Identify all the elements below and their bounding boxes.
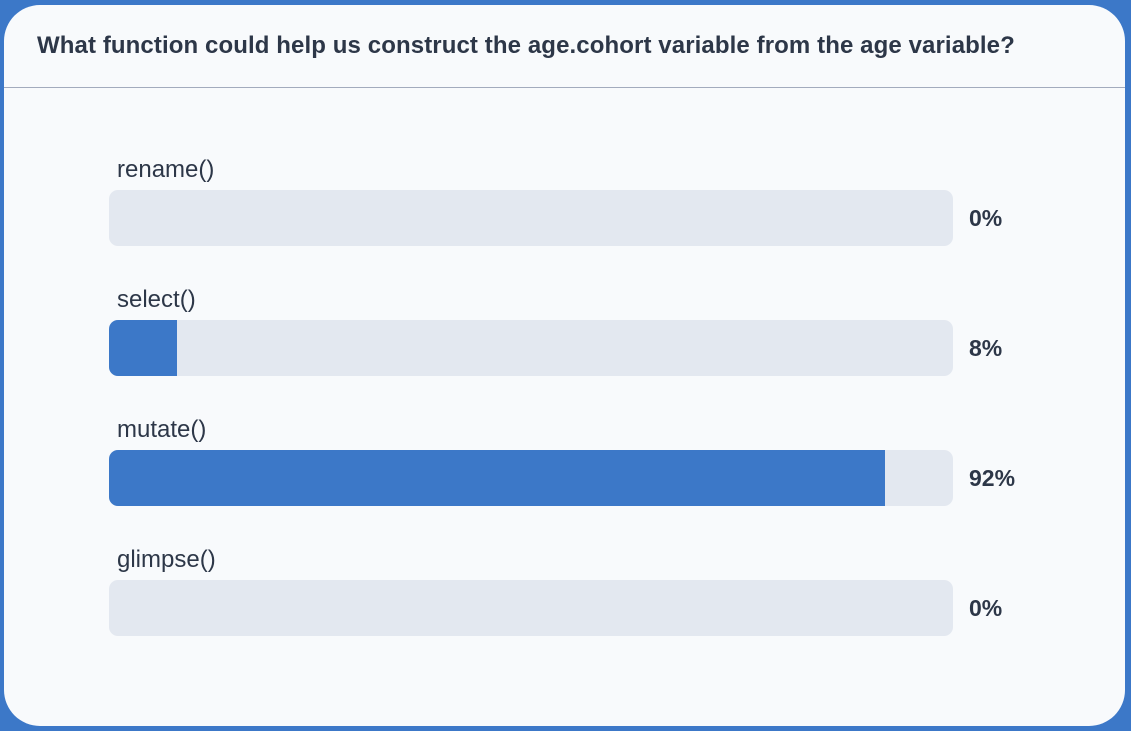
percent-label-mutate: 92%: [969, 465, 1016, 491]
results-bar-chart: rename() 0% select() 8% mutate() 92% gli…: [109, 155, 1069, 675]
option-select: select() 8%: [109, 285, 1069, 415]
percent-label-glimpse: 0%: [969, 595, 1003, 621]
poll-results-card: What function could help us construct th…: [4, 5, 1125, 726]
percent-label-rename: 0%: [969, 205, 1003, 231]
option-rename: rename() 0%: [109, 155, 1069, 285]
percent-label-select: 8%: [969, 335, 1003, 361]
question-header: What function could help us construct th…: [4, 5, 1125, 88]
bar-track-rename: [109, 190, 953, 246]
bar-track-glimpse: [109, 580, 953, 636]
option-glimpse: glimpse() 0%: [109, 545, 1069, 675]
option-label-rename: rename(): [117, 156, 215, 183]
bar-track-select: [109, 320, 953, 376]
bar-fill-mutate: [109, 450, 886, 506]
bar-fill-select: [109, 320, 177, 376]
option-mutate: mutate() 92%: [109, 415, 1069, 545]
option-label-select: select(): [117, 286, 196, 313]
question-title: What function could help us construct th…: [37, 32, 1015, 59]
option-label-glimpse: glimpse(): [117, 546, 216, 573]
option-label-mutate: mutate(): [117, 416, 207, 443]
bar-track-mutate: [109, 450, 953, 506]
